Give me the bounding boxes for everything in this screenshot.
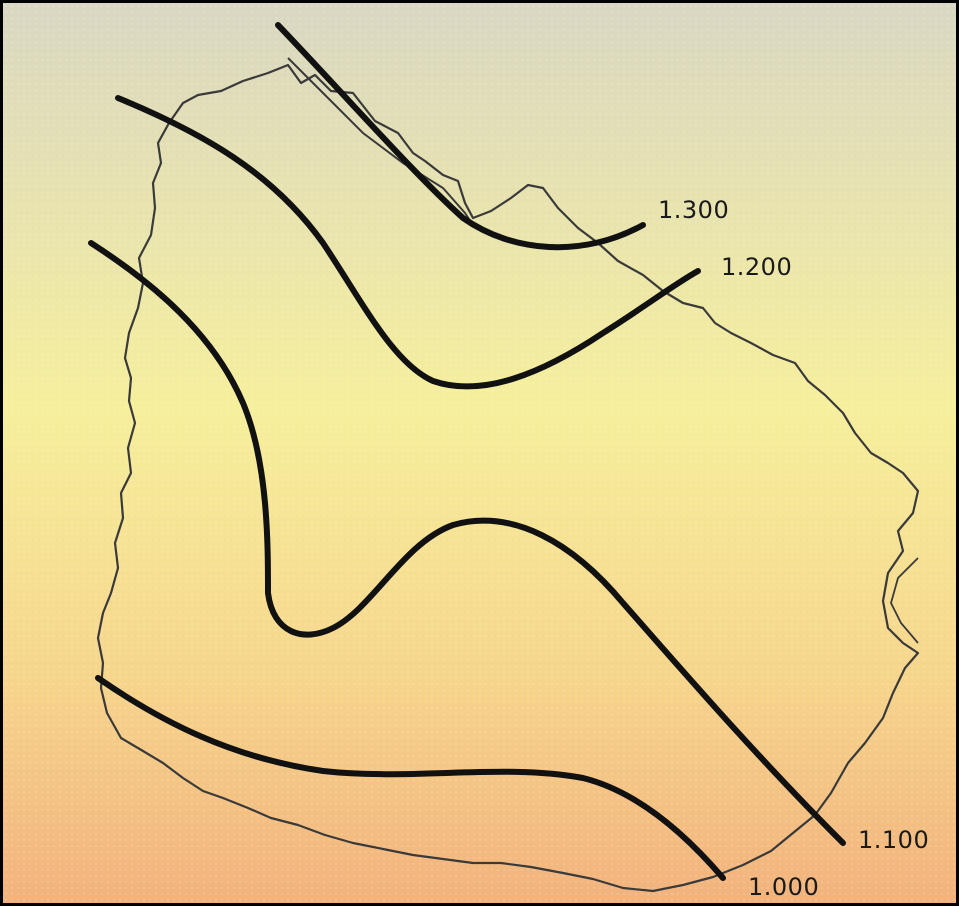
isoline-1200-label: 1.200 bbox=[721, 253, 792, 281]
isoline-1000-label: 1.000 bbox=[748, 873, 819, 901]
river-line bbox=[287, 57, 474, 226]
isoline-1300-line bbox=[275, 22, 646, 251]
map-texture bbox=[3, 3, 956, 903]
isoline-map: 1.300 1.200 1.100 1.000 bbox=[3, 3, 956, 903]
isoline-1300-label: 1.300 bbox=[658, 196, 729, 224]
country-outline bbox=[96, 63, 920, 893]
coast-detail bbox=[890, 557, 919, 644]
isoline-1200-line bbox=[115, 95, 701, 390]
isoline-1000-line bbox=[95, 675, 726, 881]
isoline-1100-line bbox=[88, 240, 846, 846]
isoline-1100-label: 1.100 bbox=[858, 826, 929, 854]
